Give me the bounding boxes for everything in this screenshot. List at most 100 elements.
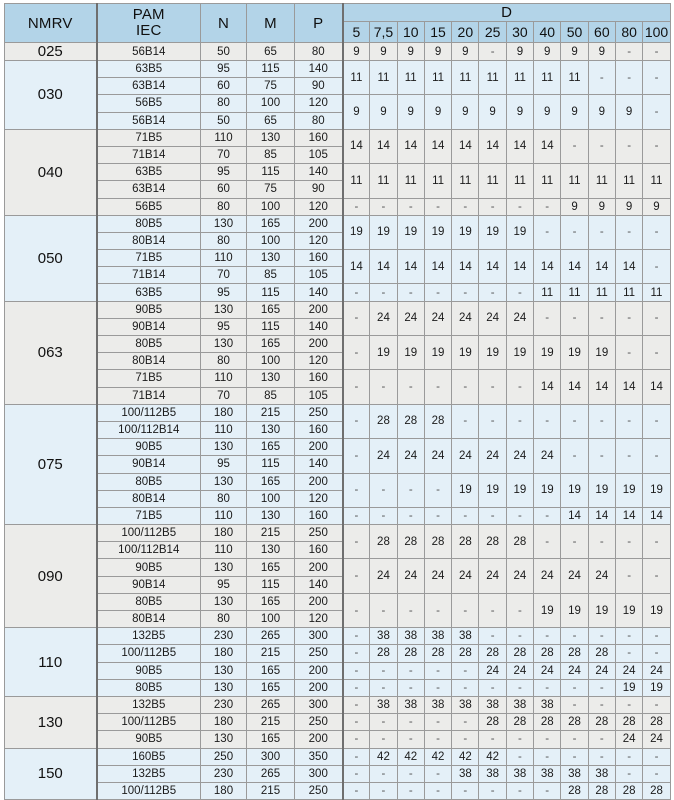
cell-d-10: 24 <box>396 438 425 474</box>
cell-m: 75 <box>246 180 295 199</box>
table-row: 80B5 130 165 200- - - - - - -19 19 19 19 19 <box>5 592 671 629</box>
cell-d-10: 38 <box>396 695 425 715</box>
header-m: M <box>246 3 295 43</box>
cell-d-50: - <box>560 438 589 474</box>
cell-pam-iec: 90B5 <box>96 438 201 457</box>
cell-d-25: 38 <box>478 695 507 715</box>
cell-pam-iec: 100/112B5 <box>96 644 201 663</box>
cell-n: 130 <box>200 661 247 680</box>
cell-m: 215 <box>246 524 295 543</box>
cell-d-10: 19 <box>396 214 425 251</box>
cell-n: 60 <box>200 180 247 199</box>
table-row: 100/112B14 110 130 160 <box>5 541 671 560</box>
table-row: 040 71B5 110 130 160 14 14 14 14 14 14 14 14- - - - <box>4 128 671 216</box>
header-row-d-ticks: 5 7,5 10 15 20 25 30 40 50 60 80 100 <box>5 21 671 43</box>
cell-p: 90 <box>294 77 344 96</box>
cell-d-20: 9 <box>451 42 480 61</box>
cell-m: 165 <box>246 730 295 749</box>
cell-d-80: 28 <box>614 781 644 800</box>
cell-d-100: - <box>642 300 671 337</box>
cell-d-10: 28 <box>396 644 425 663</box>
table-row: 100/112B14 110 130 160 <box>5 420 671 440</box>
table-row: 80B14 80 100 120 <box>5 352 671 371</box>
cell-d-15: 9 <box>423 42 453 61</box>
header-d-tick-15: 15 <box>423 21 453 43</box>
cell-m: 130 <box>246 128 295 147</box>
cell-pam-iec: 160B5 <box>96 747 201 766</box>
cell-d-15: 19 <box>423 334 453 371</box>
cell-d-10: 19 <box>396 334 425 371</box>
cell-d-80: - <box>614 764 644 783</box>
cell-n: 95 <box>200 317 247 337</box>
header-d-tick-80: 80 <box>614 21 644 43</box>
cell-d-80: 11 <box>614 283 644 302</box>
cell-d-50: - <box>560 403 589 440</box>
cell-pam-iec: 71B5 <box>96 369 201 388</box>
cell-pam-iec: 63B5 <box>96 283 201 302</box>
cell-d-20: 42 <box>451 747 480 766</box>
cell-d-60: - <box>587 524 616 560</box>
cell-d-100: - <box>642 438 671 474</box>
cell-d-10: 42 <box>396 747 425 766</box>
cell-d-25: 14 <box>478 128 507 165</box>
cell-d-25: - <box>478 197 507 216</box>
cell-d-100: - <box>642 94 671 130</box>
cell-d-25: 24 <box>478 438 507 474</box>
cell-d-15: 19 <box>423 214 453 251</box>
cell-p: 200 <box>294 678 344 697</box>
cell-n: 80 <box>200 197 247 216</box>
cell-d-30: 11 <box>505 59 535 96</box>
gearbox-flange-spec-table: NMRV PAM IEC N M P D 5 7,5 10 15 20 25 30 40 50 6… <box>4 3 671 800</box>
cell-d-20: - <box>451 713 480 732</box>
cell-d-25: 28 <box>478 644 507 663</box>
cell-d-100: - <box>642 627 671 646</box>
table-row: 56B14 50 65 80 <box>5 111 671 130</box>
cell-d-80: - <box>614 695 644 715</box>
cell-d-60: 9 <box>587 94 616 130</box>
table-row: 71B5 110 130 160 14 14 14 14 14 14 14 14 14 14 14- <box>5 249 671 285</box>
cell-p: 200 <box>294 334 344 354</box>
cell-m: 215 <box>246 644 295 663</box>
cell-d-40: 24 <box>533 661 562 680</box>
cell-d-50: - <box>560 730 589 749</box>
cell-m: 215 <box>246 403 295 422</box>
cell-d-7-5: - <box>369 197 398 216</box>
cell-p: 250 <box>294 644 344 663</box>
cell-pam-iec: 71B5 <box>96 249 201 268</box>
cell-d-80: 24 <box>614 661 644 680</box>
cell-m: 130 <box>246 541 295 560</box>
header-p: P <box>294 3 344 43</box>
cell-d-50: - <box>560 695 589 715</box>
cell-d-50: 28 <box>560 644 589 663</box>
header-pam-iec: PAM IEC <box>96 3 201 43</box>
cell-pam-iec: 90B5 <box>96 558 201 577</box>
cell-d-7-5: 9 <box>369 42 398 61</box>
cell-d-7-5: - <box>369 678 398 697</box>
header-d-tick-7-5: 7,5 <box>369 21 398 43</box>
cell-d-25: 9 <box>478 94 507 130</box>
cell-p: 300 <box>294 695 344 715</box>
cell-d-60: 28 <box>587 644 616 663</box>
cell-d-5: - <box>341 558 371 594</box>
cell-d-40: 19 <box>533 334 562 371</box>
cell-d-7-5: - <box>369 472 398 508</box>
table-row: 075 100/112B5 180 215 250-28 28 28- - - - - - - - <box>4 403 671 526</box>
cell-d-5: - <box>341 197 371 216</box>
cell-d-100: - <box>642 764 671 783</box>
cell-pam-iec: 71B14 <box>96 386 201 405</box>
cell-n: 230 <box>200 627 247 646</box>
cell-d-50: 9 <box>560 94 589 130</box>
cell-d-10: - <box>396 764 425 783</box>
cell-d-100: 28 <box>642 781 671 800</box>
cell-pam-iec: 100/112B5 <box>96 713 201 732</box>
cell-d-7-5: 11 <box>369 163 398 199</box>
cell-d-100: - <box>642 695 671 715</box>
cell-p: 160 <box>294 249 344 268</box>
cell-d-80: - <box>614 627 644 646</box>
cell-pam-iec: 56B14 <box>96 111 201 130</box>
cell-m: 165 <box>246 438 295 457</box>
cell-d-15: - <box>423 592 453 629</box>
cell-d-60: 19 <box>587 472 616 508</box>
cell-d-60: 14 <box>587 369 616 405</box>
